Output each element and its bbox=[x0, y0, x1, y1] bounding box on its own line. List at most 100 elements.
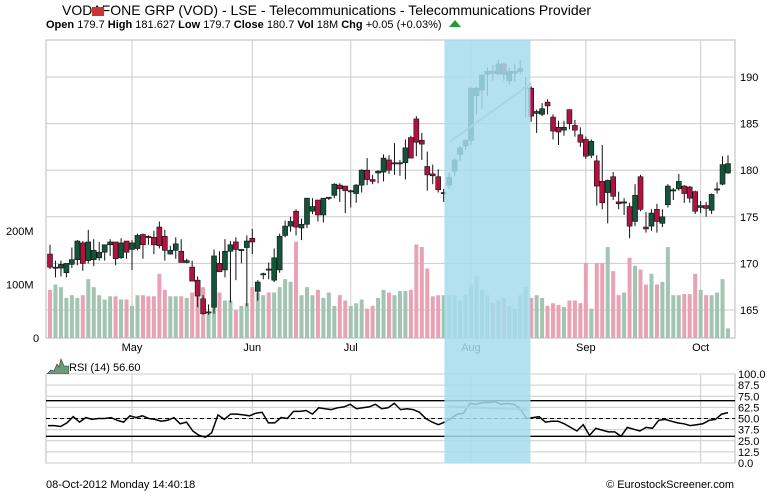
candle-body bbox=[654, 209, 660, 222]
candle-body bbox=[276, 236, 283, 271]
volume-bar bbox=[726, 328, 730, 338]
price-tick-label: 170 bbox=[740, 258, 758, 270]
candle-body bbox=[686, 186, 693, 199]
month-label: Jul bbox=[344, 342, 358, 354]
candle-body bbox=[69, 259, 75, 265]
candle-body bbox=[577, 134, 584, 143]
candle-body bbox=[670, 189, 677, 192]
volume-bar bbox=[403, 290, 408, 338]
candle-body bbox=[194, 279, 201, 297]
candle-body bbox=[47, 253, 53, 268]
volume-bar bbox=[381, 289, 386, 338]
candle-body bbox=[719, 164, 726, 185]
volume-bar bbox=[162, 289, 167, 338]
candle-body bbox=[610, 176, 616, 197]
close-label: Close bbox=[233, 19, 264, 31]
candle-body bbox=[183, 260, 190, 263]
copyright: © EurostockScreener.com bbox=[606, 479, 734, 491]
volume-bar bbox=[233, 310, 238, 338]
volume-bar bbox=[627, 257, 632, 338]
candle-body bbox=[85, 241, 92, 261]
volume-bar bbox=[53, 284, 58, 338]
candle-body bbox=[112, 241, 119, 260]
candle-body bbox=[353, 184, 359, 194]
candle-body bbox=[233, 241, 239, 250]
volume-bar bbox=[414, 244, 419, 338]
volume-bar bbox=[589, 308, 594, 338]
volume-bar bbox=[671, 295, 676, 338]
candle-body bbox=[101, 244, 108, 253]
volume-bar bbox=[649, 273, 654, 338]
volume-bar bbox=[359, 299, 364, 338]
volume-bar bbox=[108, 296, 113, 338]
volume-bar bbox=[660, 281, 665, 338]
volume-bar bbox=[250, 287, 255, 338]
candle-body bbox=[561, 127, 567, 131]
rsi-value: RSI (14) 56.60 bbox=[69, 362, 141, 374]
volume-bar bbox=[698, 289, 703, 338]
volume-bar bbox=[140, 295, 145, 338]
candle-body bbox=[151, 237, 157, 246]
uk-flag-icon bbox=[92, 7, 104, 16]
candle-body bbox=[402, 147, 409, 164]
volume-bar bbox=[80, 295, 85, 338]
volume-bar bbox=[135, 295, 140, 338]
candle-body bbox=[424, 166, 431, 176]
candle-body bbox=[222, 250, 228, 271]
candle-body bbox=[162, 236, 168, 251]
volume-bar bbox=[179, 296, 184, 338]
volume-bar bbox=[255, 292, 260, 338]
candle-body bbox=[244, 240, 250, 248]
volume-bar bbox=[436, 295, 441, 338]
volume-bar bbox=[376, 297, 381, 338]
candle-body bbox=[145, 236, 152, 238]
volume-bar bbox=[119, 299, 124, 338]
volume-bar bbox=[195, 284, 200, 338]
volume-bar bbox=[370, 305, 375, 338]
volume-bar bbox=[665, 247, 670, 338]
volume-bar bbox=[611, 271, 616, 338]
month-label: Jun bbox=[243, 342, 261, 354]
candle-body bbox=[588, 141, 595, 156]
candle-body bbox=[665, 185, 671, 205]
volume-bar bbox=[261, 295, 266, 338]
price-tick-label: 180 bbox=[740, 165, 758, 177]
candle-body bbox=[315, 199, 321, 216]
chg-label: Chg bbox=[341, 19, 363, 31]
volume-bar bbox=[343, 300, 348, 338]
candle-body bbox=[74, 240, 81, 260]
rsi-tick-label: 0.0 bbox=[738, 458, 753, 470]
volume-bar bbox=[693, 273, 698, 338]
volume-tick-label: 0 bbox=[33, 333, 39, 345]
volume-bar bbox=[567, 300, 572, 338]
volume-bar bbox=[529, 297, 534, 338]
high-value: 181.627 bbox=[135, 19, 176, 31]
candle-body bbox=[342, 185, 349, 192]
volume-bar bbox=[556, 304, 561, 338]
candle-body bbox=[58, 264, 64, 269]
candle-body bbox=[134, 235, 141, 249]
candle-body bbox=[331, 183, 338, 196]
candle-body bbox=[205, 311, 212, 314]
candle-body bbox=[429, 173, 436, 177]
rsi-tick-label: 25.0 bbox=[738, 436, 759, 448]
volume-bar bbox=[91, 287, 96, 338]
candle-body bbox=[386, 159, 392, 171]
candle-body bbox=[692, 191, 698, 212]
volume-bar bbox=[86, 279, 91, 338]
candle-body bbox=[703, 205, 709, 209]
volume-bar bbox=[408, 289, 413, 338]
volume-bar bbox=[288, 281, 293, 338]
candle-body bbox=[227, 244, 234, 252]
candle-body bbox=[211, 255, 217, 308]
candle-body bbox=[271, 257, 277, 281]
volume-bar bbox=[534, 295, 539, 338]
candle-body bbox=[604, 180, 611, 193]
candle-body bbox=[681, 185, 688, 194]
candle-body bbox=[347, 190, 354, 193]
volume-bar bbox=[540, 297, 545, 338]
candle-body bbox=[80, 242, 86, 264]
candle-body bbox=[566, 109, 573, 124]
volume-bar bbox=[709, 295, 714, 338]
volume-bar bbox=[272, 292, 277, 338]
